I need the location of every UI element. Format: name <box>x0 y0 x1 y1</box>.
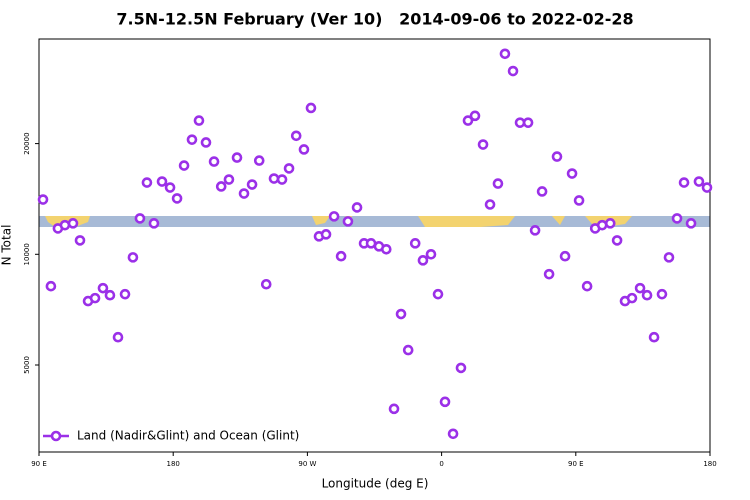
marker <box>37 194 49 205</box>
marker <box>604 218 616 229</box>
marker <box>328 211 340 222</box>
marker <box>439 396 451 408</box>
marker <box>477 139 489 150</box>
marker <box>283 163 295 174</box>
y-tick-label: 5000 <box>23 356 31 374</box>
marker <box>543 268 555 280</box>
marker <box>276 174 288 185</box>
marker <box>45 280 57 292</box>
marker <box>200 137 212 148</box>
marker <box>596 219 608 231</box>
marker <box>238 188 250 199</box>
y-tick-label: 20000 <box>23 132 31 154</box>
marker <box>231 152 243 163</box>
marker <box>507 65 519 77</box>
marker <box>156 176 168 187</box>
marker <box>462 115 474 126</box>
marker <box>127 252 139 263</box>
marker <box>626 292 638 304</box>
x-tick-label: 180 <box>167 460 180 468</box>
marker <box>215 181 227 192</box>
legend-label: Land (Nadir&Glint) and Ocean (Glint) <box>77 429 299 443</box>
marker <box>298 144 310 155</box>
marker <box>67 218 79 229</box>
marker <box>522 117 534 128</box>
marker <box>74 235 86 246</box>
y-tick-label: 10000 <box>23 243 31 265</box>
marker <box>112 331 124 343</box>
marker <box>611 235 623 246</box>
marker <box>395 308 407 320</box>
marker <box>171 193 183 204</box>
marker <box>119 288 131 300</box>
marker <box>559 250 571 262</box>
marker <box>685 218 697 229</box>
marker <box>484 199 496 210</box>
marker <box>351 202 363 213</box>
legend-marker <box>50 430 62 442</box>
marker <box>268 173 280 184</box>
marker <box>536 186 548 197</box>
x-tick-label: 90 W <box>298 460 316 468</box>
marker <box>104 289 116 301</box>
marker <box>223 174 235 185</box>
x-tick-label: 180 <box>703 460 716 468</box>
marker <box>551 151 563 162</box>
marker <box>305 102 317 114</box>
marker <box>320 229 332 240</box>
marker <box>409 238 421 249</box>
marker <box>455 362 467 374</box>
marker <box>693 176 705 187</box>
y-axis-label: N Total <box>0 225 14 266</box>
marker <box>581 280 593 292</box>
marker <box>89 292 101 304</box>
marker <box>663 252 675 263</box>
marker <box>634 282 646 294</box>
marker <box>141 177 153 188</box>
marker <box>246 179 258 190</box>
marker <box>164 182 176 193</box>
x-tick-label: 0 <box>439 460 443 468</box>
marker <box>573 195 585 206</box>
chart-title: 7.5N-12.5N February (Ver 10) 2014-09-06 … <box>116 10 633 29</box>
marker <box>425 248 437 260</box>
marker <box>97 282 109 294</box>
marker <box>678 177 690 188</box>
marker <box>193 115 205 126</box>
marker <box>402 344 414 356</box>
marker <box>671 213 683 224</box>
marker <box>447 428 459 440</box>
marker <box>388 403 400 415</box>
marker <box>499 48 511 60</box>
marker <box>648 331 660 343</box>
marker <box>701 182 713 193</box>
marker <box>566 168 578 179</box>
marker <box>492 178 504 189</box>
marker <box>469 110 481 122</box>
marker <box>529 225 541 236</box>
x-tick-label: 90 E <box>31 460 47 468</box>
marker <box>432 288 444 300</box>
marker <box>134 213 146 224</box>
marker <box>417 255 429 266</box>
marker <box>178 160 190 171</box>
marker <box>342 216 354 227</box>
marker <box>641 289 653 301</box>
marker <box>380 243 392 255</box>
marker <box>59 219 71 231</box>
marker <box>186 134 198 145</box>
x-tick-label: 90 E <box>568 460 584 468</box>
marker <box>290 130 302 142</box>
marker <box>260 278 272 290</box>
marker <box>208 156 220 167</box>
marker <box>253 155 265 166</box>
marker <box>148 218 160 229</box>
marker <box>335 250 347 262</box>
marker <box>656 288 668 300</box>
plot-frame <box>38 38 711 453</box>
x-axis-label: Longitude (deg E) <box>322 477 429 491</box>
